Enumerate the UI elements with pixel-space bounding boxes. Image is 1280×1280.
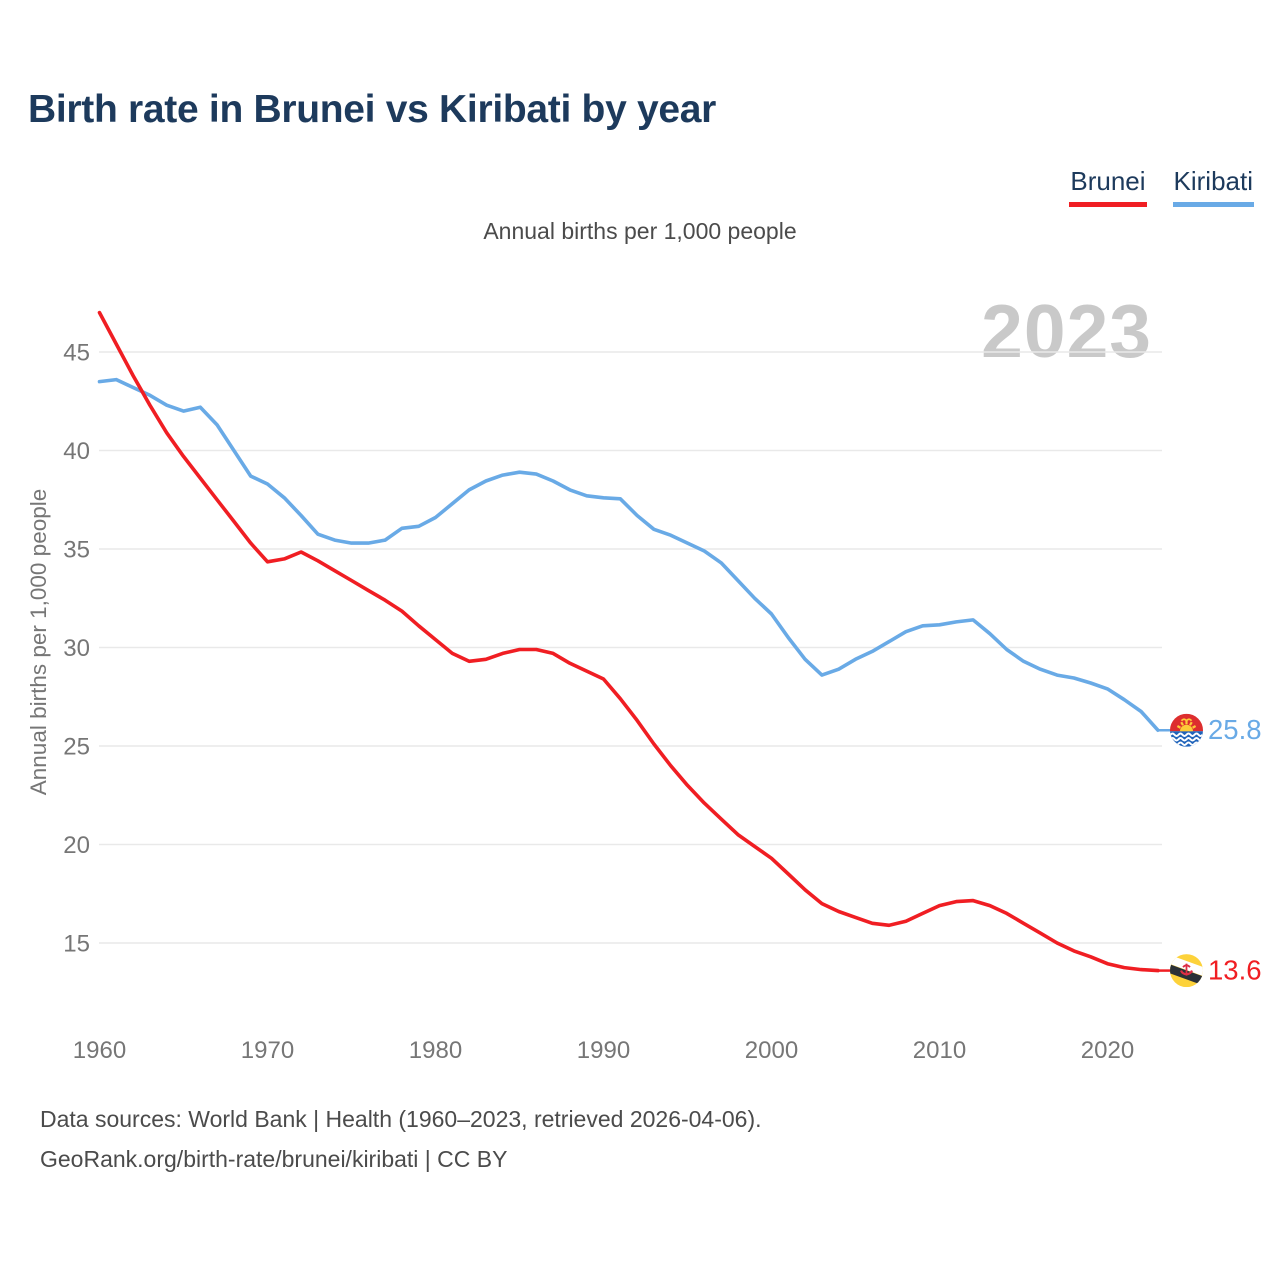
series-line-kiribati [97,377,1160,733]
y-tick-label: 35 [63,537,90,564]
x-tick-label: 2000 [745,1037,798,1064]
page-title: Birth rate in Brunei vs Kiribati by year [28,88,717,131]
footer-link[interactable]: GeoRank.org/birth-rate/brunei/kiribati |… [40,1146,508,1172]
footer-source: Data sources: World Bank | Health (1960–… [40,1106,762,1132]
watermark-year: 2023 [981,289,1152,373]
end-value-label-brunei: 13.6 [1208,955,1262,986]
x-tick-label: 2010 [913,1037,966,1064]
x-tick-label: 2020 [1081,1037,1134,1064]
legend-item-brunei[interactable]: Brunei [1069,166,1147,207]
y-tick-label: 40 [63,438,90,465]
brunei-flag-icon [1170,954,1203,988]
y-tick-label: 30 [63,635,90,662]
y-axis-title: Annual births per 1,000 people [26,489,51,795]
x-tick-label: 1990 [577,1037,630,1064]
legend: Brunei Kiribati [1069,166,1254,207]
x-tick-label: 1970 [241,1037,294,1064]
legend-item-kiribati[interactable]: Kiribati [1172,166,1254,207]
kiribati-flag-icon [1170,713,1203,747]
x-tick-label: 1960 [73,1037,126,1064]
series-line-brunei [97,310,1160,973]
x-tick-label: 1980 [409,1037,462,1064]
y-tick-label: 15 [63,931,90,958]
footer: Data sources: World Bank | Health (1960–… [40,1099,762,1179]
chart-subtitle: Annual births per 1,000 people [483,218,797,244]
y-tick-label: 45 [63,340,90,367]
y-tick-label: 20 [63,832,90,859]
end-value-label-kiribati: 25.8 [1208,714,1262,745]
y-tick-label: 25 [63,734,90,761]
